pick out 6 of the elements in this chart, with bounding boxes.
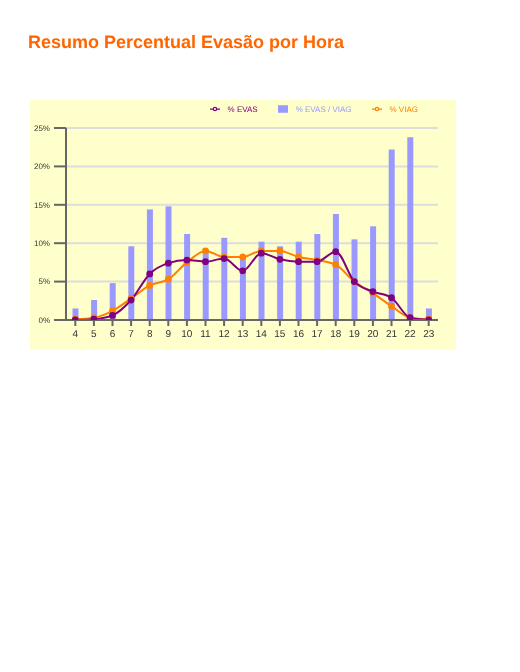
bar bbox=[388, 149, 395, 320]
bar bbox=[314, 233, 321, 320]
bar bbox=[370, 226, 377, 320]
bar bbox=[407, 137, 414, 320]
bar bbox=[351, 239, 358, 320]
chart-title: Resumo Percentual Evasão por Hora bbox=[28, 32, 345, 52]
